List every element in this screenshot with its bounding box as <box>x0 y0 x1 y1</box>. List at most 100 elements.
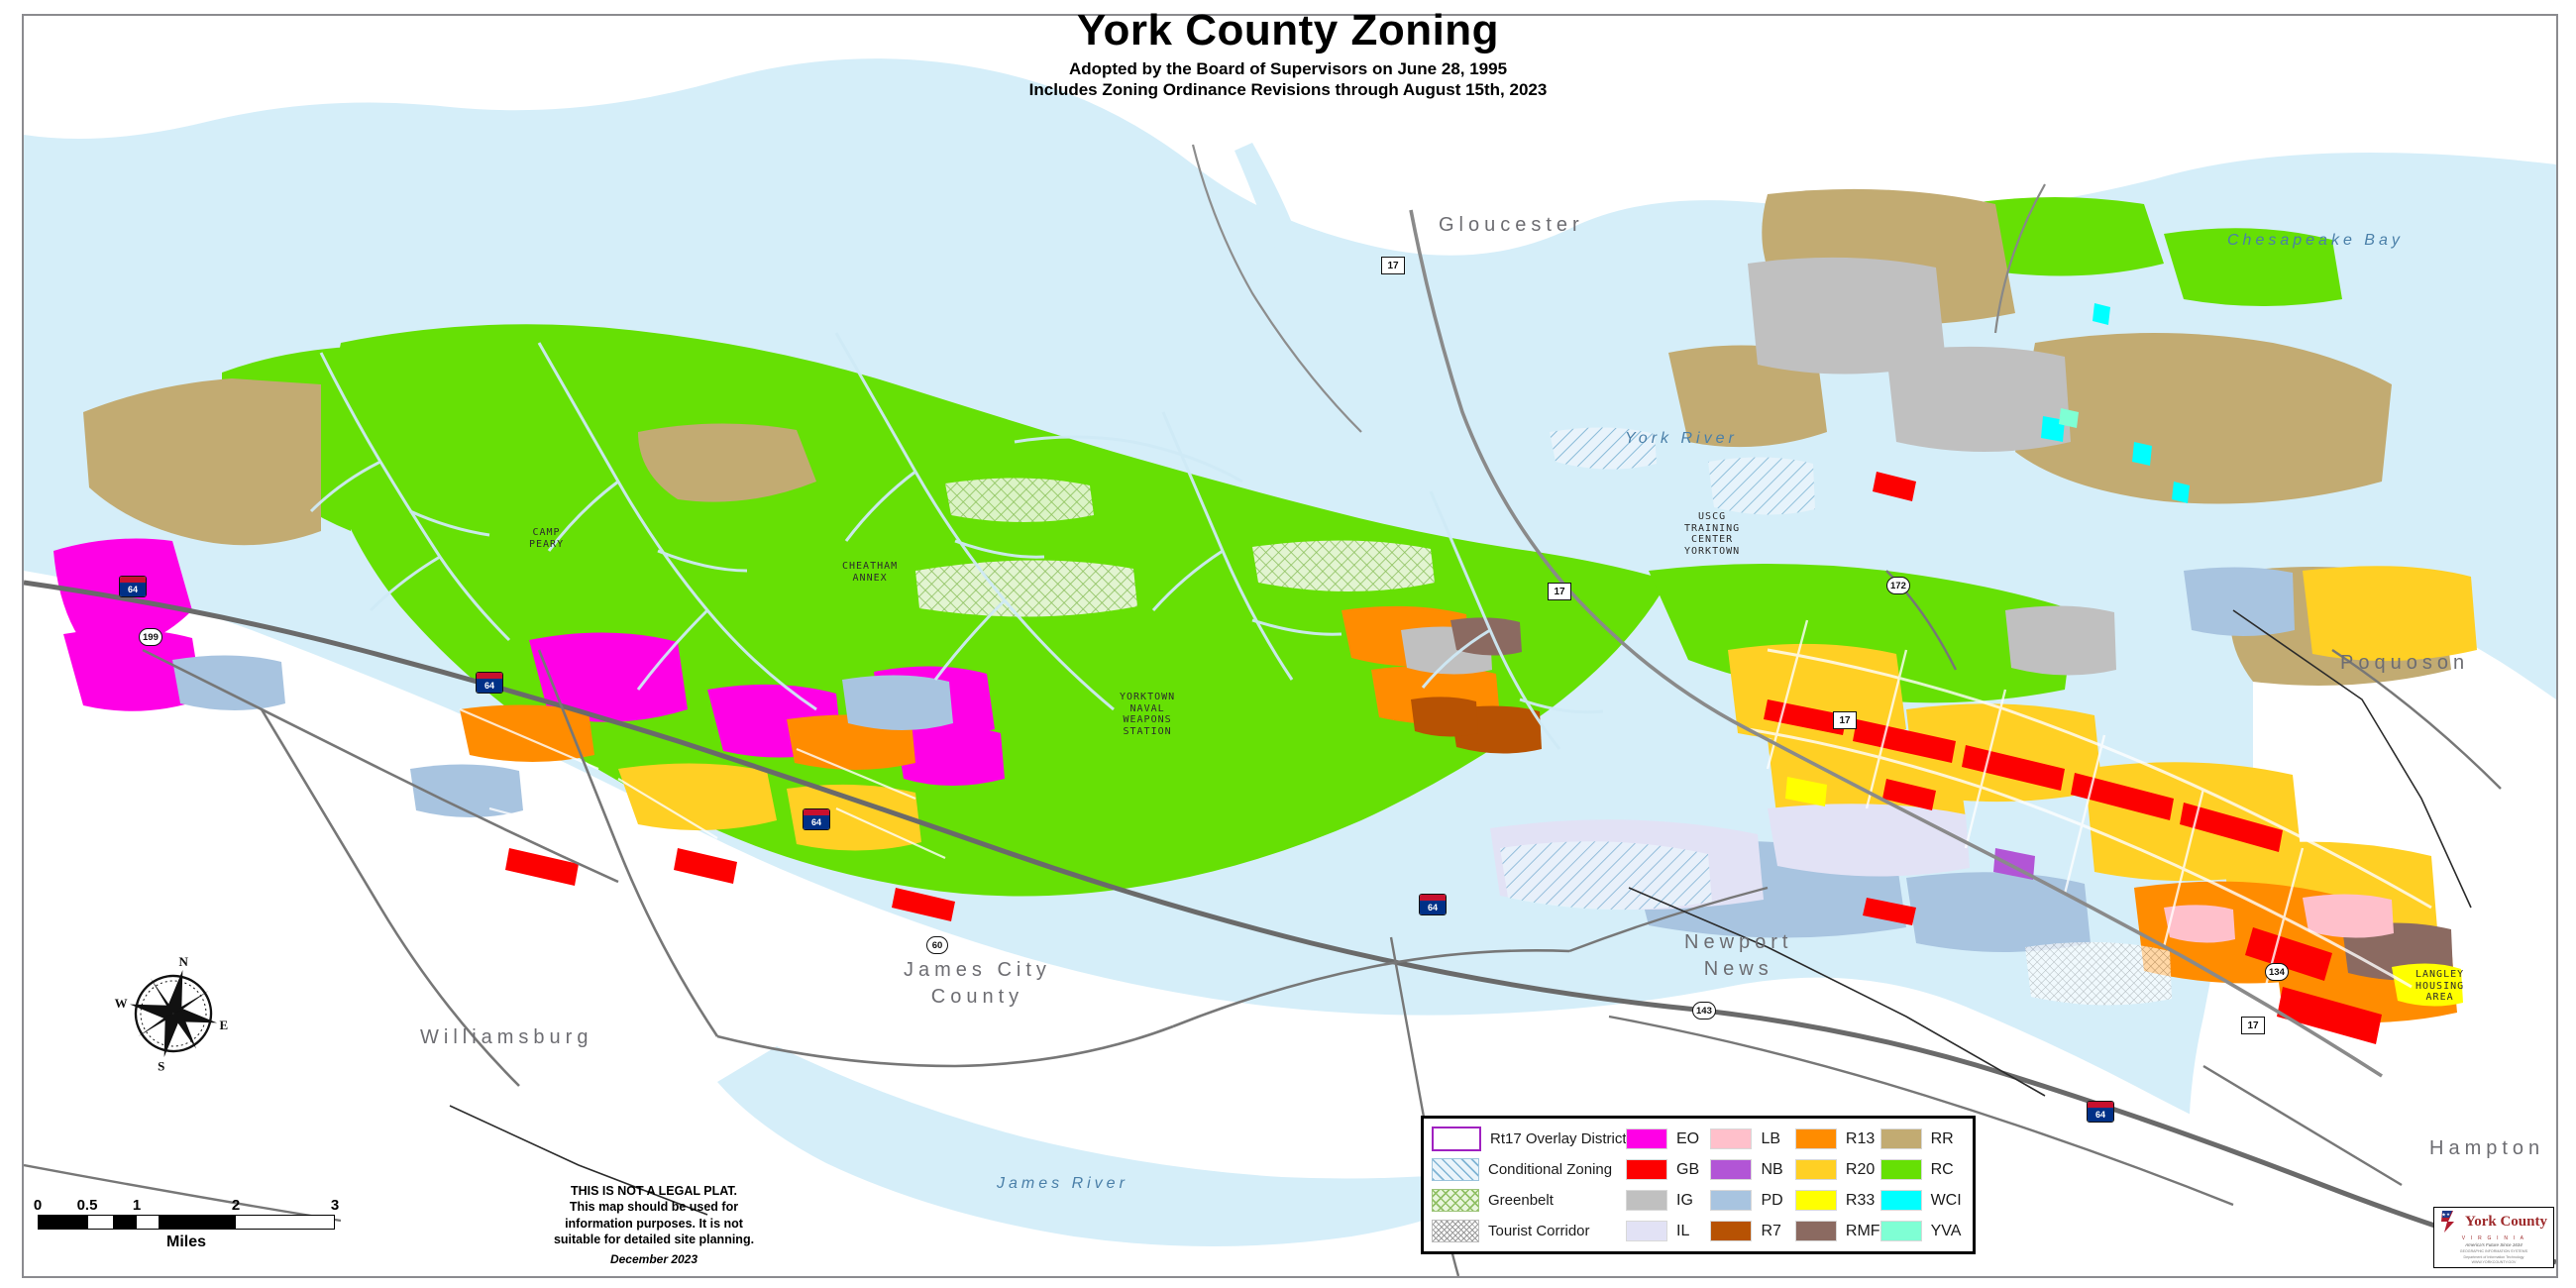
scale-bar-graphic <box>38 1215 335 1230</box>
legend-label-r13: R13 <box>1845 1129 1876 1147</box>
disclaimer-line-3: information purposes. It is not <box>565 1216 743 1231</box>
legend[interactable]: Rt17 Overlay District Conditional Zoning… <box>1421 1116 1976 1254</box>
scale-bar-block: 0 0.5 1 2 3 Miles <box>34 1197 375 1251</box>
svg-text:E: E <box>219 1018 228 1032</box>
place-label-james-city-county: James City County <box>904 959 1051 1008</box>
legend-code-column-1: EO GB IG IL <box>1626 1127 1710 1244</box>
legend-code-column-4: RR RC WCI YVA <box>1879 1127 1965 1244</box>
legend-label-wci: WCI <box>1930 1191 1962 1209</box>
disclaimer-line-2: This map should be used for <box>569 1200 739 1215</box>
logo-state: V I R G I N I A <box>2461 1235 2526 1242</box>
legend-label-r33: R33 <box>1845 1191 1876 1209</box>
legend-label-gb: GB <box>1676 1160 1700 1178</box>
legend-swatch-pd <box>1710 1190 1753 1211</box>
map-geography-layer <box>24 16 2556 1276</box>
route-shield-rt199: 199 <box>139 628 162 646</box>
page-title: York County Zoning <box>1076 6 1500 54</box>
legend-swatch-r13 <box>1794 1128 1837 1149</box>
legend-item-ig[interactable]: IG <box>1626 1188 1710 1214</box>
label-uscg-training-center-yorktown: USCG TRAINING CENTER YORKTOWN <box>1684 511 1741 557</box>
legend-item-tourist-corridor[interactable]: Tourist Corridor <box>1432 1219 1626 1244</box>
legend-swatch-gb <box>1626 1159 1667 1180</box>
svg-text:N: N <box>178 954 188 969</box>
legend-label-r20: R20 <box>1845 1160 1876 1178</box>
legend-swatch-eo <box>1626 1128 1667 1149</box>
rivers-creeks <box>309 332 1604 750</box>
label-cheatham-annex: CHEATHAM ANNEX <box>842 561 899 584</box>
route-shield-i64-mid: 64 <box>476 672 503 694</box>
legend-label-greenbelt: Greenbelt <box>1488 1192 1554 1209</box>
scale-tick-4: 3 <box>330 1197 340 1214</box>
legend-code-column-2: LB NB PD R7 <box>1710 1127 1794 1244</box>
logo-name: York County <box>2465 1213 2547 1230</box>
legend-swatch-wci <box>1879 1190 1922 1211</box>
route-shield-i64-jcc: 64 <box>803 808 830 830</box>
legend-label-ig: IG <box>1676 1191 1693 1209</box>
place-label-poquoson: Poquoson <box>2340 652 2470 674</box>
legend-item-greenbelt[interactable]: Greenbelt <box>1432 1188 1626 1214</box>
legend-item-rr[interactable]: RR <box>1879 1127 1965 1152</box>
route-shield-i64-far: 64 <box>2087 1101 2114 1123</box>
disclaimer-line-1: THIS IS NOT A LEGAL PLAT. <box>570 1184 738 1198</box>
compass-icon: N E S W <box>115 954 229 1074</box>
legend-item-lb[interactable]: LB <box>1710 1127 1794 1152</box>
legend-label-lb: LB <box>1761 1129 1781 1147</box>
legend-item-r7[interactable]: R7 <box>1710 1219 1794 1244</box>
legend-swatch-rt17-overlay <box>1432 1127 1481 1151</box>
legend-item-r13[interactable]: R13 <box>1794 1127 1880 1152</box>
legend-swatch-rmf <box>1794 1221 1837 1241</box>
legend-label-rt17-overlay: Rt17 Overlay District <box>1490 1130 1627 1147</box>
legend-item-rmf[interactable]: RMF <box>1794 1219 1880 1244</box>
place-label-williamsburg: Williamsburg <box>420 1026 593 1048</box>
legend-item-il[interactable]: IL <box>1626 1219 1710 1244</box>
route-shield-rt17-mid: 17 <box>1833 711 1857 729</box>
place-label-newport-news: Newport News <box>1684 931 1793 980</box>
label-yorktown-naval-weapons-station: YORKTOWN NAVAL WEAPONS STATION <box>1120 692 1176 737</box>
legend-item-conditional-zoning[interactable]: Conditional Zoning <box>1432 1157 1626 1183</box>
route-shield-rt17-east: 17 <box>2241 1017 2265 1034</box>
legend-swatch-r33 <box>1794 1190 1837 1211</box>
scale-tick-1: 0.5 <box>76 1197 98 1214</box>
legend-item-wci[interactable]: WCI <box>1879 1188 1965 1214</box>
legend-item-eo[interactable]: EO <box>1626 1127 1710 1152</box>
label-camp-peary: CAMP PEARY <box>529 527 565 550</box>
route-shield-rt17-north: 17 <box>1381 257 1405 274</box>
legend-swatch-ig <box>1626 1190 1667 1211</box>
legend-label-rr: RR <box>1930 1129 1954 1147</box>
legend-swatch-rc <box>1879 1159 1922 1180</box>
route-shield-i64-east: 64 <box>1419 894 1447 915</box>
york-county-logo[interactable]: York County V I R G I N I A America's Fu… <box>2433 1207 2554 1268</box>
legend-item-rt17-overlay[interactable]: Rt17 Overlay District <box>1432 1127 1627 1152</box>
water-label-james-river: James River <box>997 1175 1128 1192</box>
legend-item-pd[interactable]: PD <box>1710 1188 1794 1214</box>
legend-label-yva: YVA <box>1930 1222 1962 1239</box>
legend-swatch-il <box>1626 1221 1667 1241</box>
zoning-polygons <box>54 188 2477 1044</box>
legend-label-rmf: RMF <box>1845 1222 1880 1239</box>
disclaimer-block: THIS IS NOT A LEGAL PLAT. This map shoul… <box>535 1183 773 1268</box>
legend-label-pd: PD <box>1761 1191 1783 1209</box>
legend-label-r7: R7 <box>1761 1222 1781 1239</box>
place-label-hampton: Hampton <box>2429 1137 2545 1159</box>
legend-swatch-r7 <box>1710 1221 1753 1241</box>
legend-swatch-tourist-corridor <box>1432 1220 1479 1242</box>
title-block: York County Zoning Adopted by the Board … <box>0 6 2576 101</box>
legend-item-gb[interactable]: GB <box>1626 1157 1710 1183</box>
legend-item-r20[interactable]: R20 <box>1794 1157 1880 1183</box>
legend-item-rc[interactable]: RC <box>1879 1157 1965 1183</box>
legend-item-yva[interactable]: YVA <box>1879 1219 1965 1244</box>
legend-swatch-r20 <box>1794 1159 1837 1180</box>
disclaimer-date: December 2023 <box>609 1252 698 1266</box>
legend-label-il: IL <box>1676 1222 1690 1239</box>
legend-item-nb[interactable]: NB <box>1710 1157 1794 1183</box>
legend-item-r33[interactable]: R33 <box>1794 1188 1880 1214</box>
map-canvas[interactable]: Gloucester Poquoson Hampton Newport News… <box>22 14 2558 1278</box>
route-shield-rt60: 60 <box>926 936 948 954</box>
legend-label-tourist-corridor: Tourist Corridor <box>1488 1223 1590 1239</box>
svg-text:W: W <box>115 996 128 1011</box>
legend-swatch-conditional-zoning <box>1432 1158 1479 1181</box>
scale-units-label: Miles <box>165 1234 206 1250</box>
legend-swatch-nb <box>1710 1159 1753 1180</box>
legend-swatch-lb <box>1710 1128 1753 1149</box>
